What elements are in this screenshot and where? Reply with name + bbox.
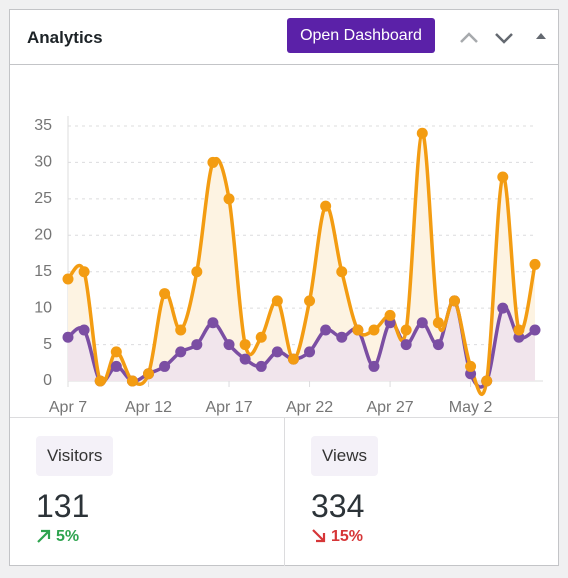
stat-visitors: Visitors 131 5% [10,418,284,566]
point [110,360,122,372]
stat-change-value: 5% [56,528,80,545]
point [207,317,219,329]
y-tick-label: 35 [34,117,52,134]
point [497,302,509,314]
point [529,324,541,336]
point [207,156,219,168]
point [191,266,203,278]
point [239,353,251,365]
point [368,360,380,372]
point [513,324,525,336]
stat-views: Views 334 15% [284,418,559,566]
point [320,200,332,212]
stat-change: 15% [311,528,363,549]
stat-change: 5% [36,528,79,549]
x-tick-label: Apr 12 [125,399,172,416]
x-tick-label: Apr 7 [49,399,87,416]
chart: 0 5 10 15 20 25 30 35 Apr 7 Apr 12 Apr 17 Apr 22 Apr… [34,116,543,416]
point [239,339,251,351]
point [384,309,396,321]
area [68,300,535,388]
point [175,324,187,336]
stat-value: 334 [311,488,365,524]
y-tick-label: 20 [34,227,52,244]
point [336,266,348,278]
point [255,360,267,372]
move-down[interactable] [495,33,513,44]
arrow-down [312,529,326,543]
point [465,360,477,372]
point [320,324,332,336]
point [352,324,364,336]
point [271,295,283,307]
point [78,324,90,336]
point [432,317,444,329]
point [304,346,316,358]
widget: Analytics Open Dashboard 0 5 10 15 20 25 30 35 A… [9,9,559,566]
x-tick-label: Apr 27 [366,399,413,416]
y-tick-label: 30 [34,154,52,171]
point [223,193,235,205]
y-tick-label: 25 [34,190,52,207]
arrow-up [37,529,51,543]
point [175,346,187,358]
x-tick-label: Apr 22 [286,399,333,416]
stat-label: Views [311,436,379,476]
point [62,331,74,343]
point [223,339,235,351]
point [62,273,74,285]
point [448,295,460,307]
point [94,375,106,387]
stats: Visitors 131 5% Views 334 15% [10,417,558,566]
y-tick-label: 10 [34,299,52,316]
point [126,375,138,387]
point [191,339,203,351]
stat-label: Visitors [36,436,114,476]
point [529,258,541,270]
point [416,127,428,139]
widget-title: Analytics [27,28,103,47]
point [336,331,348,343]
point [304,295,316,307]
collapse[interactable] [536,33,546,39]
point [159,288,171,300]
point [287,353,299,365]
point [78,266,90,278]
point [400,339,412,351]
y-tick-label: 15 [34,263,52,280]
point [271,346,283,358]
point [416,317,428,329]
point [110,346,122,358]
point [432,339,444,351]
stat-value: 131 [36,488,90,524]
point [481,375,493,387]
widget-header: Analytics Open Dashboard [10,10,558,65]
y-tick-label: 5 [43,336,52,353]
x-tick-label: Apr 17 [205,399,252,416]
point [400,324,412,336]
point [497,171,509,183]
x-tick-label: May 2 [449,399,493,416]
move-up[interactable] [460,32,478,43]
point [159,360,171,372]
y-tick-label: 0 [43,372,52,389]
dashboard-button[interactable]: Open Dashboard [287,18,435,53]
point [368,324,380,336]
widget-controls [460,32,546,44]
point [143,368,155,380]
stat-change-value: 15% [331,528,364,545]
point [255,331,267,343]
